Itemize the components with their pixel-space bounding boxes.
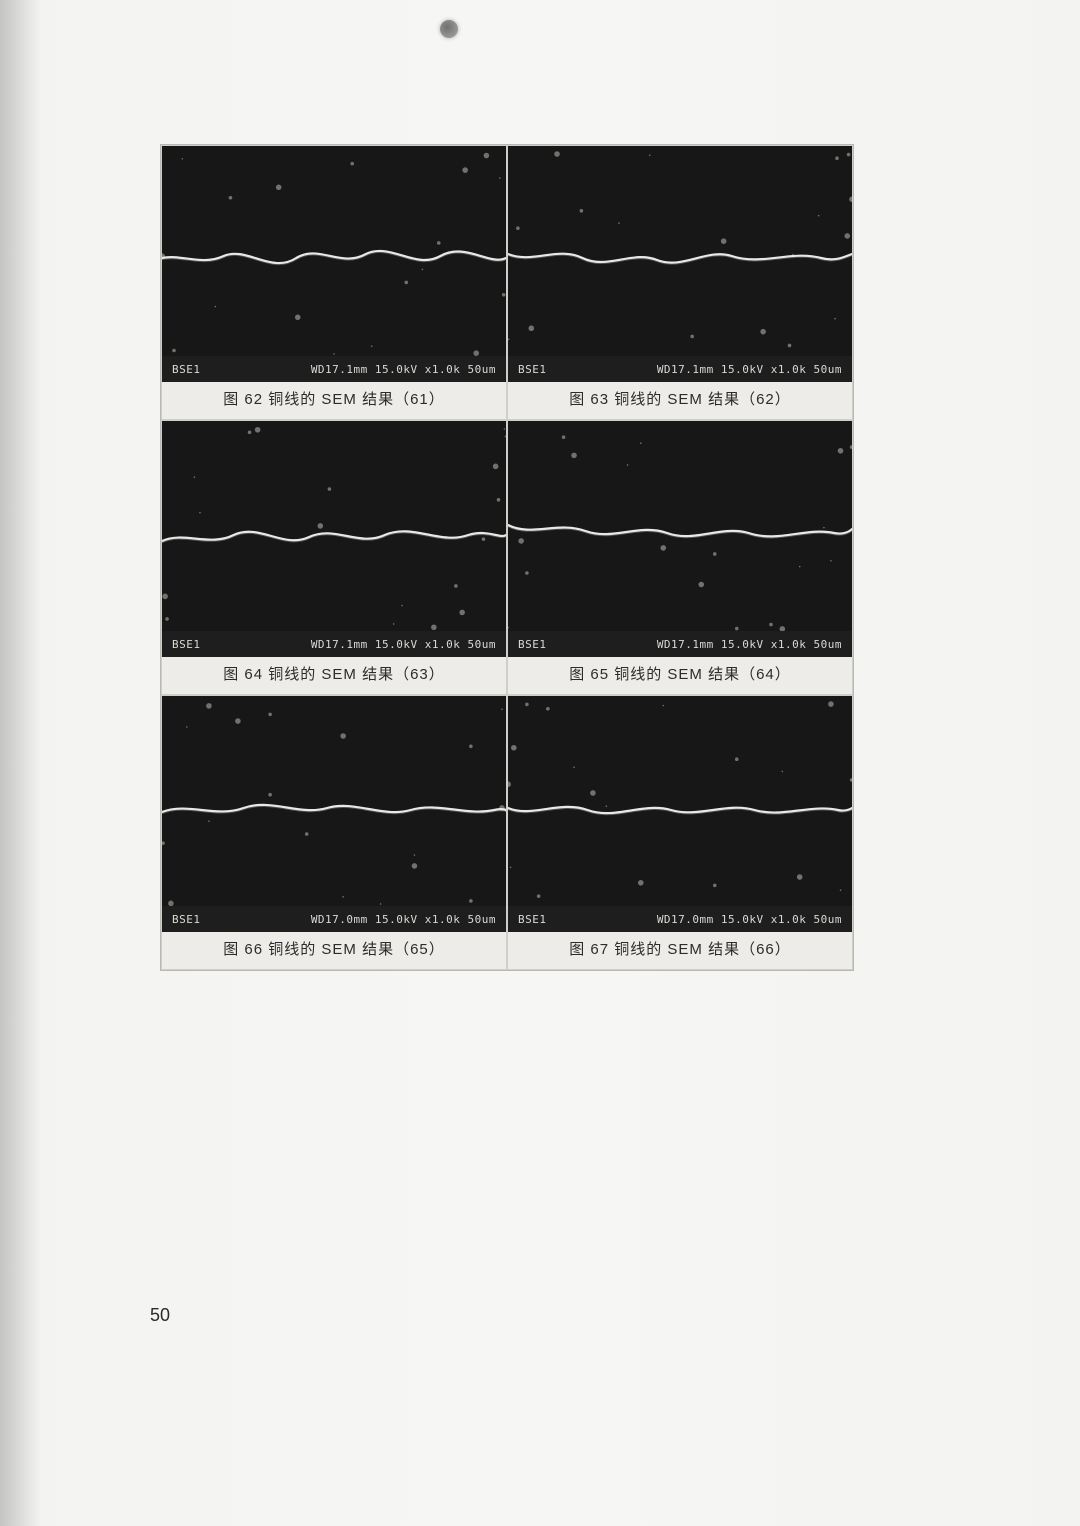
sem-image: BSE1 WD17.1mm 15.0kV x1.0k 50um	[508, 421, 852, 657]
sem-params-label: WD17.1mm 15.0kV x1.0k 50um	[657, 638, 842, 651]
sem-image: BSE1 WD17.1mm 15.0kV x1.0k 50um	[162, 421, 506, 657]
sem-trace	[508, 525, 852, 536]
sem-mode-label: BSE1	[172, 913, 201, 926]
sem-params-label: WD17.0mm 15.0kV x1.0k 50um	[311, 913, 496, 926]
figure-caption: 图 63 铜线的 SEM 结果（62）	[508, 382, 852, 419]
sem-mode-label: BSE1	[172, 638, 201, 651]
figure-cell: BSE1 WD17.1mm 15.0kV x1.0k 50um 图 63 铜线的 S…	[507, 145, 853, 420]
sem-trace	[162, 805, 506, 812]
figure-caption: 图 62 铜线的 SEM 结果（61）	[162, 382, 506, 419]
sem-params-label: WD17.1mm 15.0kV x1.0k 50um	[657, 363, 842, 376]
sem-mode-label: BSE1	[518, 363, 547, 376]
binding-hole	[440, 20, 458, 38]
sem-trace	[508, 254, 852, 263]
figure-block: BSE1 WD17.1mm 15.0kV x1.0k 50um 图 62 铜线的 S…	[160, 144, 854, 971]
sem-trace	[162, 531, 506, 541]
figure-cell: BSE1 WD17.0mm 15.0kV x1.0k 50um 图 66 铜线的 S…	[161, 695, 507, 970]
figure-caption: 图 66 铜线的 SEM 结果（65）	[162, 932, 506, 969]
figure-caption: 图 64 铜线的 SEM 结果（63）	[162, 657, 506, 694]
sem-info-bar: BSE1 WD17.0mm 15.0kV x1.0k 50um	[162, 906, 506, 932]
page-number: 50	[150, 1305, 170, 1326]
figure-cell: BSE1 WD17.0mm 15.0kV x1.0k 50um 图 67 铜线的 S…	[507, 695, 853, 970]
sem-image: BSE1 WD17.0mm 15.0kV x1.0k 50um	[162, 696, 506, 932]
sem-mode-label: BSE1	[172, 363, 201, 376]
sem-info-bar: BSE1 WD17.1mm 15.0kV x1.0k 50um	[162, 356, 506, 382]
sem-params-label: WD17.1mm 15.0kV x1.0k 50um	[311, 638, 496, 651]
sem-trace	[162, 251, 506, 263]
figure-cell: BSE1 WD17.1mm 15.0kV x1.0k 50um 图 64 铜线的 S…	[161, 420, 507, 695]
sem-mode-label: BSE1	[518, 913, 547, 926]
sem-params-label: WD17.1mm 15.0kV x1.0k 50um	[311, 363, 496, 376]
sem-image: BSE1 WD17.1mm 15.0kV x1.0k 50um	[508, 146, 852, 382]
sem-trace	[508, 807, 852, 813]
sem-info-bar: BSE1 WD17.0mm 15.0kV x1.0k 50um	[508, 906, 852, 932]
figure-cell: BSE1 WD17.1mm 15.0kV x1.0k 50um 图 65 铜线的 S…	[507, 420, 853, 695]
sem-info-bar: BSE1 WD17.1mm 15.0kV x1.0k 50um	[162, 631, 506, 657]
scan-shadow	[0, 0, 40, 1526]
sem-image: BSE1 WD17.1mm 15.0kV x1.0k 50um	[162, 146, 506, 382]
sem-mode-label: BSE1	[518, 638, 547, 651]
figure-caption: 图 67 铜线的 SEM 结果（66）	[508, 932, 852, 969]
sem-image: BSE1 WD17.0mm 15.0kV x1.0k 50um	[508, 696, 852, 932]
scanned-page: BSE1 WD17.1mm 15.0kV x1.0k 50um 图 62 铜线的 S…	[0, 0, 1080, 1526]
sem-info-bar: BSE1 WD17.1mm 15.0kV x1.0k 50um	[508, 631, 852, 657]
sem-info-bar: BSE1 WD17.1mm 15.0kV x1.0k 50um	[508, 356, 852, 382]
sem-params-label: WD17.0mm 15.0kV x1.0k 50um	[657, 913, 842, 926]
figure-grid: BSE1 WD17.1mm 15.0kV x1.0k 50um 图 62 铜线的 S…	[161, 145, 853, 970]
figure-cell: BSE1 WD17.1mm 15.0kV x1.0k 50um 图 62 铜线的 S…	[161, 145, 507, 420]
figure-caption: 图 65 铜线的 SEM 结果（64）	[508, 657, 852, 694]
